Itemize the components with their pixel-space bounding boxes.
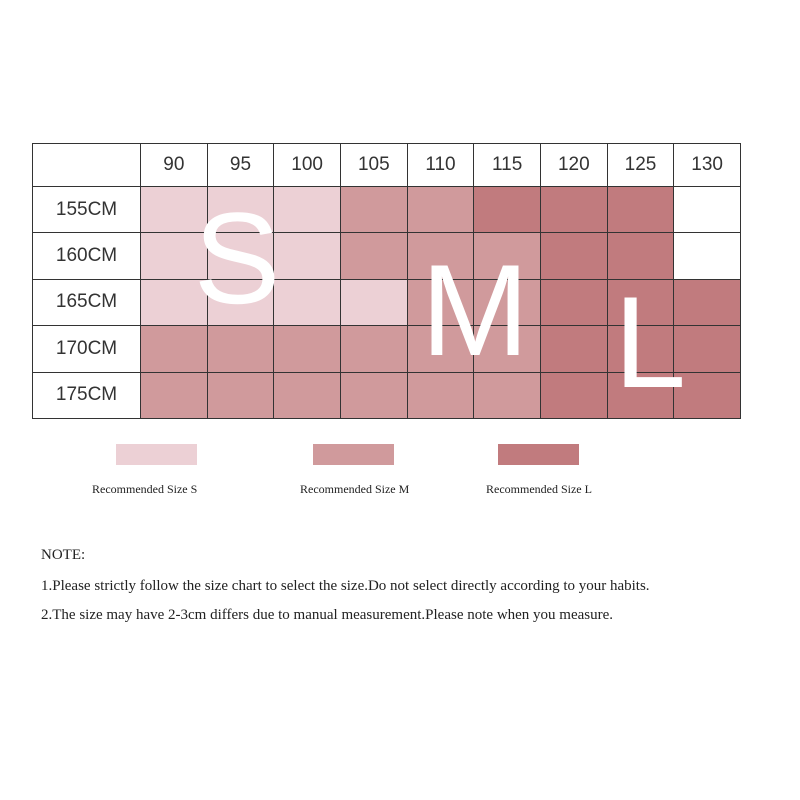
size-cell [340,325,408,373]
legend-swatch [116,444,197,465]
legend-label: Recommended Size L [486,482,592,496]
column-header: 90 [140,143,208,187]
size-cell [273,232,341,280]
legend-label: Recommended Size S [92,482,198,496]
column-header: 110 [406,143,475,187]
size-cell [673,371,741,419]
size-cell [540,371,608,419]
corner-cell [32,143,141,187]
note-title: NOTE: [41,547,86,563]
legend-label: Recommended Size M [300,482,410,496]
size-cell [273,325,341,373]
size-cell [340,278,408,327]
size-cell [606,325,675,373]
size-cell [540,232,608,280]
size-cell [206,371,275,419]
size-cell [473,325,541,373]
size-letter: L [613,269,687,415]
note-item: 1.Please strictly follow the size chart … [41,578,650,594]
size-cell [673,278,741,327]
row-header: 160CM [32,232,141,280]
row-header: 155CM [32,186,141,234]
size-letter: S [193,185,281,331]
size-cell [206,186,275,234]
size-cell [340,371,408,419]
size-cell [406,325,475,373]
row-header: 170CM [32,325,141,373]
note-item: 2.The size may have 2-3cm differs due to… [41,607,614,623]
size-cell [606,232,675,280]
size-cell [406,371,475,419]
size-letter: M [420,237,530,383]
size-cell [206,232,275,280]
size-cell [273,278,341,327]
column-header: 125 [606,143,675,187]
column-header: 105 [340,143,408,187]
column-header: 130 [673,143,741,187]
size-cell [473,186,541,234]
size-cell [406,232,475,280]
size-cell [273,186,341,234]
column-header: 120 [540,143,608,187]
size-cell [540,278,608,327]
column-header: 115 [473,143,541,187]
row-header: 165CM [32,278,141,327]
size-cell [340,186,408,234]
size-cell [673,186,741,234]
size-cell [273,371,341,419]
size-cell [140,371,208,419]
size-cell [406,186,475,234]
size-cell [606,371,675,419]
size-cell [473,232,541,280]
legend-swatch [498,444,579,465]
legend-swatch [313,444,394,465]
size-cell [340,232,408,280]
size-cell [206,325,275,373]
size-cell [540,325,608,373]
size-cell [140,325,208,373]
size-cell [606,186,675,234]
row-header: 175CM [32,371,141,419]
size-cell [540,186,608,234]
column-header: 95 [206,143,275,187]
column-header: 100 [273,143,341,187]
size-cell [406,278,475,327]
